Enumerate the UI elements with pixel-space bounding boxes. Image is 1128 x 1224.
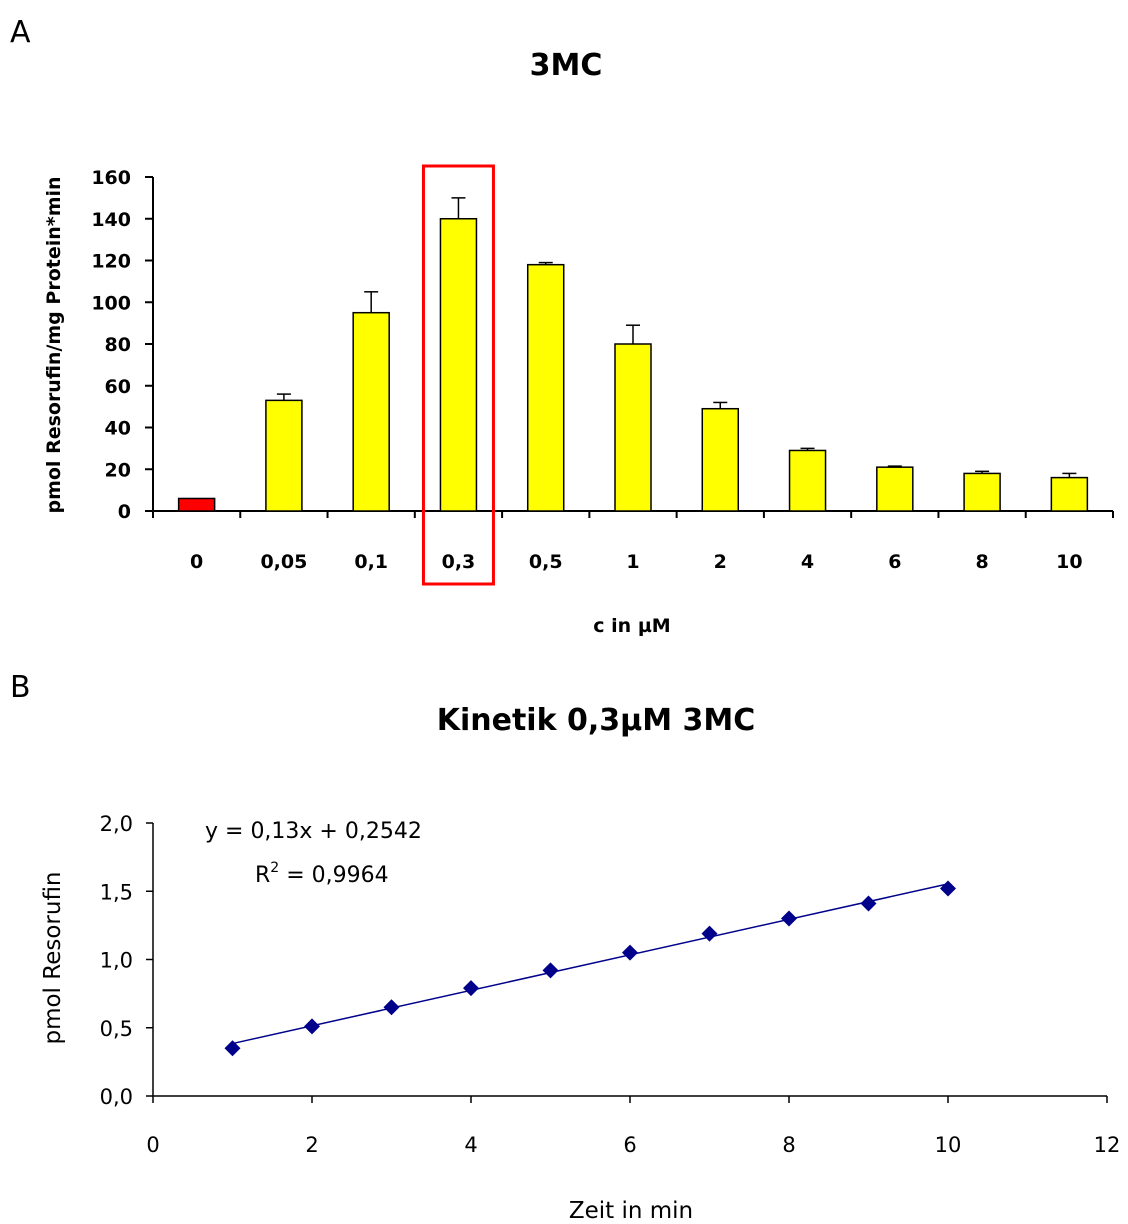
highlight-box [421,164,495,586]
bar [614,343,652,512]
y-tick-label: 80 [105,334,131,356]
data-point [383,999,400,1016]
chart-a-title: 3MC [530,48,603,83]
bar [1050,476,1089,512]
x-tick-label: 2 [305,1133,318,1157]
r-squared-sup: 2 [270,860,279,876]
trendline [232,883,949,1045]
x-tick-label: 2 [714,551,727,573]
x-tick-label: 4 [801,551,814,573]
bar [177,497,216,512]
bar [876,466,914,512]
x-tick-label: 10 [1056,551,1082,573]
x-tick-label: 1 [626,551,639,573]
r-squared-value: = 0,9964 [279,863,388,888]
r-squared-r: R [255,863,270,888]
data-point [940,880,956,897]
x-tick-label: 6 [623,1133,636,1157]
panel-b-label: B [10,670,31,705]
x-tick-label: 0,3 [442,551,476,573]
chart-b-xlabel: Zeit in min [569,1198,693,1224]
x-tick-label: 12 [1094,1133,1121,1157]
x-tick-label: 0,5 [529,551,563,573]
chart-b: 2,0 1,5 1,0 0,5 0,0 0 2 4 6 8 10 12 [100,812,1121,1157]
y-tick-label: 20 [105,459,131,481]
bar [788,449,827,512]
y-tick-label: 1,5 [100,880,133,904]
y-tick-label: 0,0 [100,1085,133,1109]
y-tick-label: 140 [91,209,131,231]
data-point [542,962,559,979]
y-tick-label: 100 [91,292,131,314]
bar [526,263,565,512]
y-tick-label: 0,5 [100,1017,133,1041]
trendline-equation: y = 0,13x + 0,2542 [205,819,422,844]
chart-a-xlabel: c in µM [593,615,670,637]
x-tick-label: 0 [190,551,203,573]
r-squared-label: R2 = 0,9964 [255,860,389,888]
bar [701,407,740,512]
chart-b-title: Kinetik 0,3µM 3MC [437,703,756,738]
chart-b-ylabel: pmol Resorufin [40,871,66,1044]
data-point [304,1018,320,1035]
y-tick-label: 40 [105,418,131,440]
data-point [701,925,718,942]
data-point [860,895,877,912]
y-tick-label: 1,0 [100,949,133,973]
y-tick-label: 2,0 [100,812,133,836]
data-point [622,944,638,961]
x-tick-label: 0,05 [260,551,307,573]
bar [963,472,1001,512]
x-tick-label: 8 [975,551,988,573]
y-tick-label: 60 [105,376,131,398]
y-tick-label: 160 [91,167,131,189]
y-tick-label: 120 [91,251,131,273]
x-tick-label: 0 [146,1133,159,1157]
chart-a: 160 140 120 100 80 60 40 20 0 0 0,05 0,1 0,3 0,5 1 2 4 6 8… [91,164,1114,586]
panel-a-label: A [10,15,31,50]
y-tick-label: 0 [118,501,131,523]
bar [439,218,478,512]
chart-a-ylabel: pmol Resorufin/mg Protein*min [43,176,65,513]
bar [352,311,390,512]
x-tick-label: 0,1 [354,551,388,573]
x-tick-label: 4 [464,1133,477,1157]
x-tick-label: 6 [888,551,901,573]
data-point [463,980,479,997]
bar [265,399,303,512]
data-point [224,1040,241,1057]
data-point [781,910,797,927]
x-tick-label: 8 [782,1133,795,1157]
x-tick-label: 10 [935,1133,962,1157]
